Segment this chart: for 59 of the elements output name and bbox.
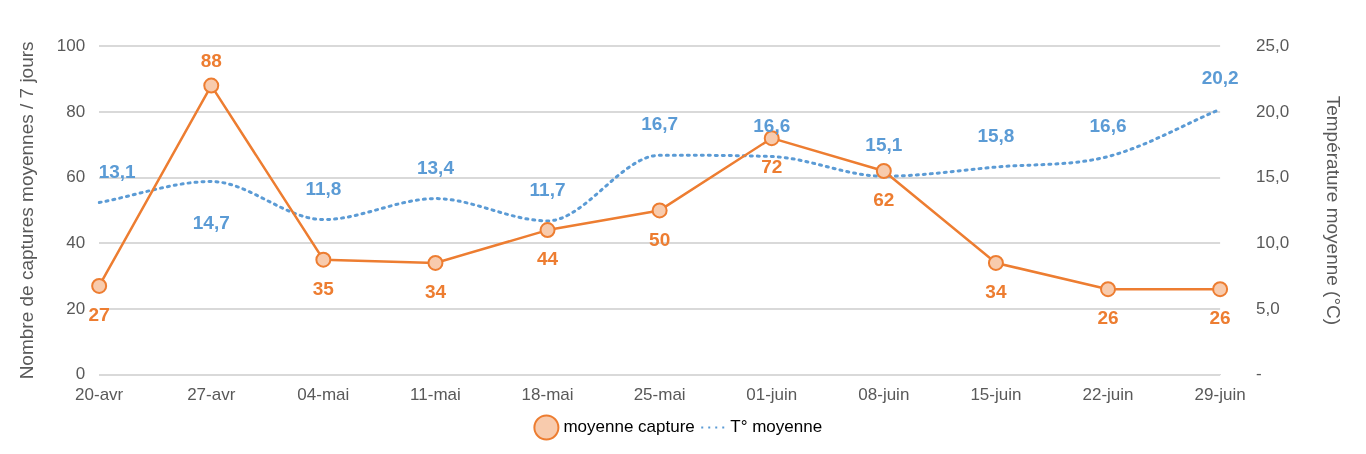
y2-tick-label: 5,0 — [1256, 298, 1280, 318]
point — [1100, 281, 1117, 298]
data-label: 26 — [1209, 307, 1231, 329]
y-tick-label: 60 — [66, 167, 86, 187]
point — [875, 162, 892, 179]
y-tick-label: 100 — [56, 35, 86, 55]
point — [651, 202, 668, 219]
data-label: 16,6 — [1089, 114, 1127, 136]
point — [1212, 281, 1229, 298]
point — [987, 254, 1004, 271]
y2-tick-label: 10,0 — [1256, 232, 1290, 252]
y2-tick-label: 15,0 — [1256, 167, 1290, 187]
x-tick-label: 15-juin — [970, 385, 1022, 405]
legend-label: moyenne capture — [563, 417, 695, 437]
data-label: 15,8 — [977, 125, 1015, 147]
data-label: 14,7 — [192, 211, 230, 233]
point — [203, 77, 220, 94]
data-label: 15,1 — [865, 134, 903, 156]
data-label: 16,6 — [753, 114, 791, 136]
x-tick-label: 29-juin — [1194, 385, 1246, 405]
y-tick-label: 80 — [66, 101, 86, 121]
y-tick-label: 40 — [66, 232, 86, 252]
data-label: 88 — [200, 49, 222, 71]
y2-tick-label: 25,0 — [1256, 35, 1290, 55]
y-tick-label: 0 — [75, 364, 86, 384]
y2-tick-label: 20,0 — [1256, 101, 1290, 121]
point — [91, 277, 108, 294]
x-tick-label: 20-avr — [75, 385, 124, 405]
x-tick-label: 27-avr — [187, 385, 236, 405]
y2-axis-title: Température moyenne (°C) — [1323, 95, 1345, 326]
data-label: 13,4 — [416, 156, 455, 178]
legend-label: T° moyenne — [730, 417, 823, 437]
point — [315, 251, 332, 268]
y2-tick-label: - — [1256, 364, 1262, 384]
data-label: 34 — [985, 281, 1007, 303]
data-label: 26 — [1097, 307, 1119, 329]
y-axis-title: Nombre de captures moyennes / 7 jours — [15, 41, 37, 380]
point — [539, 222, 556, 239]
y-tick-label: 20 — [66, 298, 86, 318]
x-tick-label: 01-juin — [746, 385, 798, 405]
data-label: 11,7 — [529, 179, 566, 201]
data-label: 44 — [536, 248, 559, 270]
data-label: 16,7 — [641, 113, 679, 135]
data-label: 11,8 — [305, 177, 342, 199]
data-label: 27 — [88, 304, 110, 326]
point — [427, 254, 444, 271]
x-tick-label: 08-juin — [858, 385, 910, 405]
x-tick-label: 18-mai — [521, 385, 574, 405]
data-label: 35 — [312, 277, 335, 299]
data-label: 72 — [761, 156, 783, 178]
data-label: 62 — [873, 189, 895, 211]
data-label: 13,1 — [98, 160, 137, 182]
data-label: 20,2 — [1201, 67, 1239, 89]
x-tick-label: 22-juin — [1082, 385, 1134, 405]
x-tick-label: 04-mai — [297, 385, 350, 405]
data-label: 50 — [649, 228, 671, 250]
x-tick-label: 11-mai — [410, 385, 461, 405]
x-tick-label: 25-mai — [633, 385, 686, 405]
data-label: 34 — [424, 281, 447, 303]
